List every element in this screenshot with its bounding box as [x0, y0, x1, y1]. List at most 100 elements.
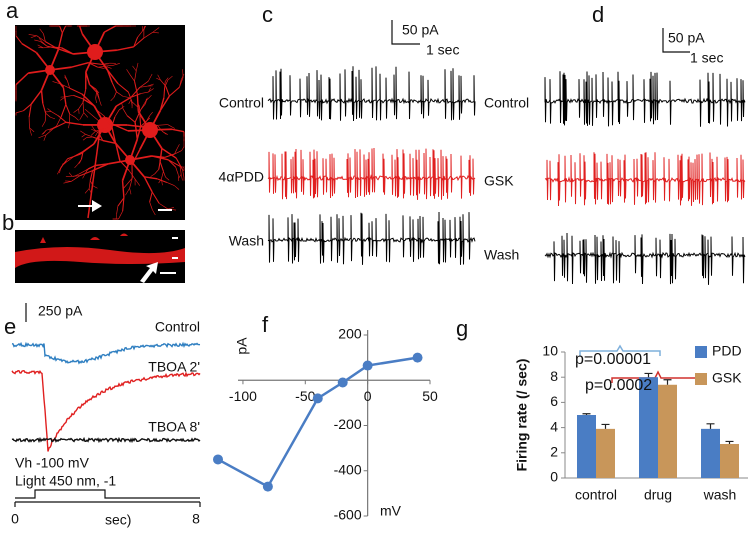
dendrite — [68, 172, 73, 177]
dendrite — [41, 121, 46, 127]
dendrite — [175, 166, 179, 175]
dendrite — [51, 111, 59, 116]
dendrite — [164, 80, 169, 88]
error-bar — [706, 423, 715, 429]
x-tick-label: wash — [703, 487, 737, 503]
dendrite — [149, 191, 153, 203]
dendrite — [139, 85, 148, 88]
dendrite — [15, 72, 29, 86]
dendrite — [129, 178, 133, 189]
x-tick-label: -50 — [295, 388, 315, 404]
dendrite — [63, 180, 72, 184]
data-point — [362, 360, 373, 371]
dendrite-band — [15, 246, 185, 268]
dendrite — [132, 65, 137, 72]
dendrite — [103, 115, 113, 127]
dendrite — [60, 104, 67, 118]
dendrite — [134, 70, 137, 82]
error-bar — [725, 440, 734, 444]
y-axis-label: pA — [234, 337, 250, 355]
dendrite — [142, 25, 147, 32]
dendrite — [36, 35, 46, 42]
dendrite — [95, 89, 100, 94]
error-bar — [601, 423, 610, 429]
holding-label: Vh -100 mV — [15, 455, 90, 471]
dendrite — [62, 158, 68, 166]
dendrite — [56, 116, 62, 127]
y-axis-label: Firing rate (/ sec) — [514, 359, 530, 472]
dendrite — [94, 129, 100, 134]
dendrite — [69, 87, 83, 95]
data-point — [312, 393, 323, 404]
dendrite — [125, 188, 130, 196]
dendrite — [43, 134, 47, 141]
dendrite — [67, 156, 75, 162]
arrow — [140, 262, 158, 283]
dendrite — [95, 92, 97, 99]
dendrite — [128, 92, 132, 100]
dendrite — [74, 116, 79, 121]
dendrite — [73, 151, 84, 157]
current-trace — [544, 71, 746, 127]
current-trace — [267, 211, 476, 265]
scale-label: 1 sec — [690, 50, 723, 66]
dendrite — [84, 108, 92, 115]
dendrite — [97, 66, 106, 68]
dendrite — [143, 32, 153, 39]
dendrite — [62, 87, 67, 105]
dendrite — [78, 25, 84, 35]
dendrite — [74, 164, 79, 169]
dendrite — [82, 137, 88, 141]
error-bar — [644, 372, 653, 378]
dendrite — [89, 170, 94, 181]
dendrite — [98, 94, 100, 100]
bar — [658, 384, 677, 478]
dendrite — [179, 79, 182, 88]
dendrite — [23, 103, 32, 112]
dendrite — [57, 32, 64, 50]
dendrite — [44, 113, 47, 122]
dendrite — [133, 81, 138, 95]
dendrite — [79, 112, 85, 120]
dendrite — [38, 134, 47, 139]
dendrite — [30, 89, 43, 105]
dendrite — [52, 81, 61, 85]
dendrite — [115, 143, 121, 161]
dendrite — [28, 34, 37, 37]
dendrite — [101, 62, 110, 65]
soma — [45, 65, 55, 75]
dendrite — [101, 64, 113, 67]
dendrite — [90, 130, 96, 136]
legend-swatch — [695, 373, 707, 385]
dendrite — [106, 69, 119, 85]
dendrite — [152, 27, 160, 33]
dendrite — [88, 62, 98, 68]
soma — [142, 122, 158, 138]
y-tick-label: 2 — [550, 444, 558, 460]
dendrite — [122, 197, 125, 212]
axon — [87, 129, 101, 219]
dendrite — [181, 73, 185, 80]
panel-label: g — [456, 316, 468, 341]
x-tick-label: 8 — [192, 511, 200, 527]
data-point — [337, 377, 348, 388]
current-trace — [267, 66, 476, 122]
dendrite — [157, 178, 168, 183]
dendrite — [78, 108, 80, 114]
dendrite — [93, 185, 98, 189]
dendrite — [154, 169, 160, 175]
x-tick-label: -100 — [229, 388, 257, 404]
dendrite — [21, 43, 37, 54]
dendrite — [111, 82, 117, 93]
dendrite — [180, 174, 183, 181]
data-point — [213, 454, 223, 465]
dendrite — [163, 87, 166, 98]
dendrite — [146, 117, 151, 122]
dendrite — [61, 25, 67, 34]
annotation: p=0.00001 — [575, 351, 651, 368]
dendrite — [64, 76, 68, 81]
dendrite — [161, 171, 164, 180]
dendrite — [143, 176, 153, 193]
dendrite — [43, 129, 47, 135]
